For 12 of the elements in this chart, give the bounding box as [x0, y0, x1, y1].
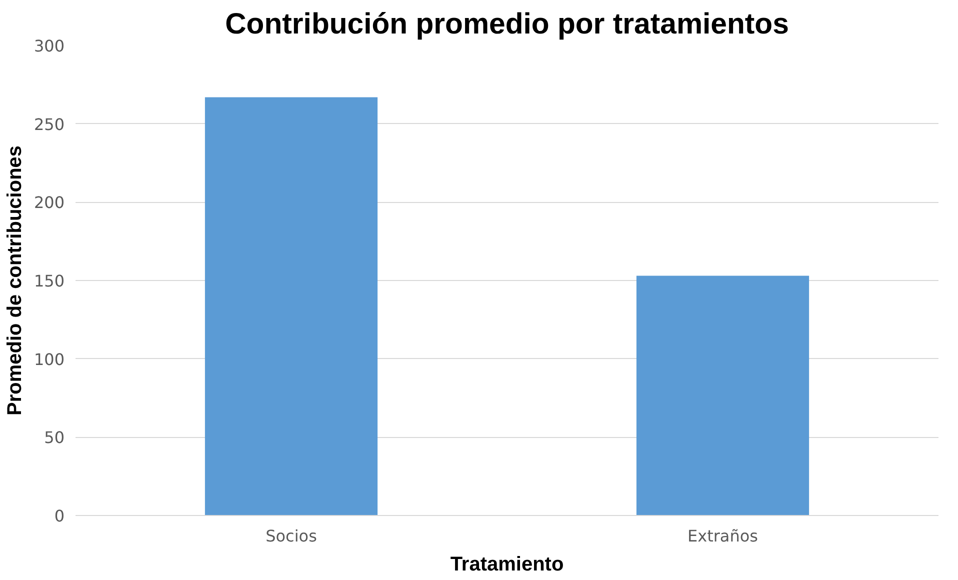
x-tick-label: Extraños: [688, 526, 758, 546]
y-tick-label: 250: [34, 114, 65, 134]
x-axis-title: Tratamiento: [450, 554, 564, 576]
y-tick-label: 200: [34, 193, 65, 212]
y-tick-label: 50: [44, 428, 64, 448]
y-tick-label: 300: [34, 36, 65, 56]
y-tick-label: 150: [34, 272, 65, 290]
y-axis-title: Promedio de contribuciones: [4, 145, 26, 416]
x-tick-label: Socios: [266, 526, 317, 546]
chart-title: Contribución promedio por tratamientos: [225, 8, 789, 40]
y-tick-label: 0: [54, 506, 65, 526]
y-tick-label: 100: [34, 350, 65, 369]
